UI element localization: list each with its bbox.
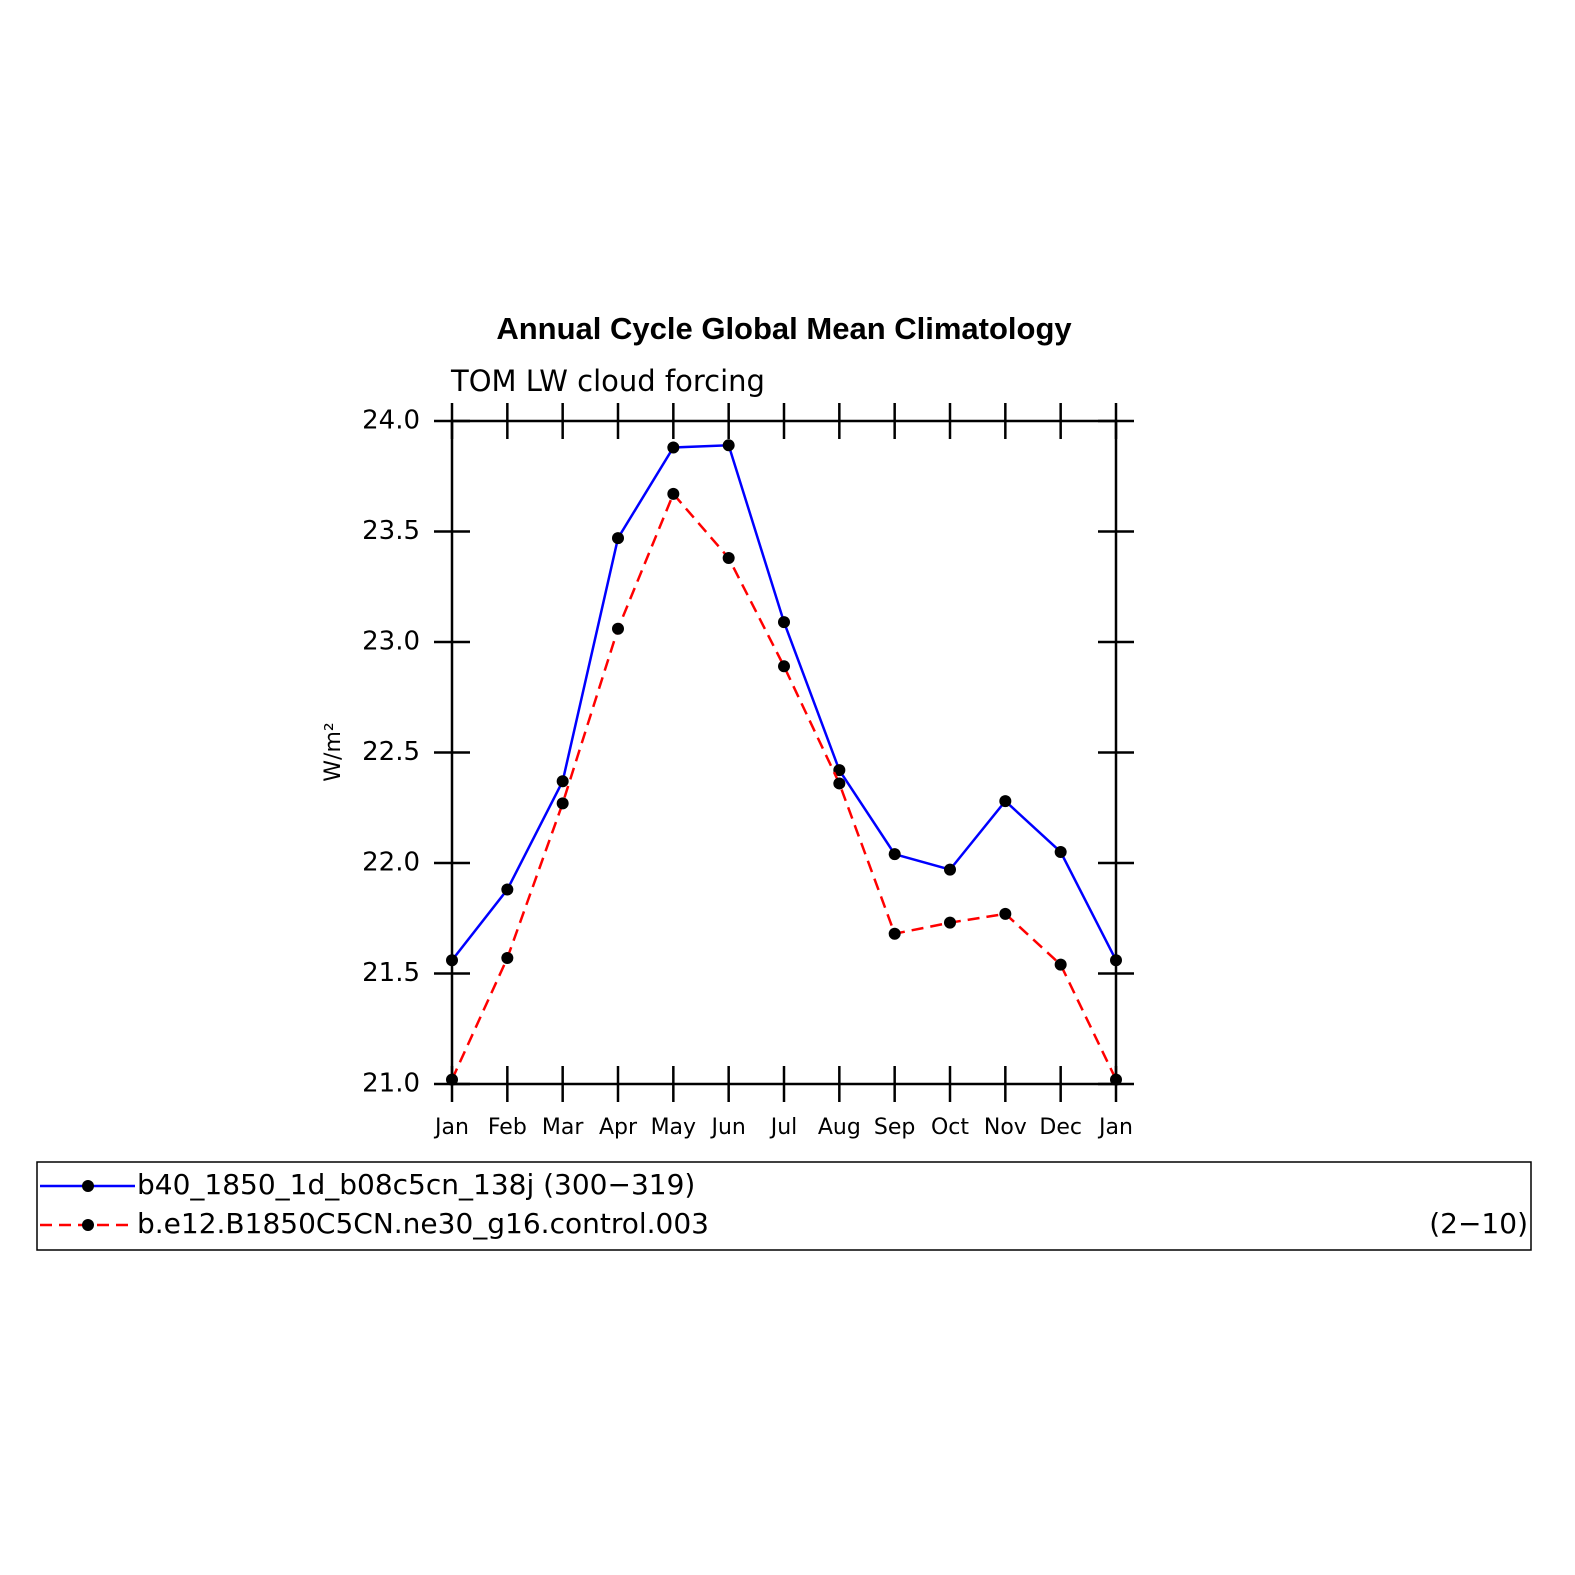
legend-label: b.e12.B1850C5CN.ne30_g16.control.003 xyxy=(137,1207,709,1240)
x-tick-label: Jun xyxy=(709,1115,745,1140)
data-point xyxy=(944,863,956,876)
data-point xyxy=(944,916,956,929)
data-point xyxy=(446,1073,458,1086)
x-tick-label: Jul xyxy=(769,1115,798,1140)
x-tick-label: Dec xyxy=(1039,1115,1082,1140)
data-point xyxy=(1110,1073,1122,1086)
legend-box xyxy=(36,1161,1532,1251)
data-point xyxy=(722,439,735,452)
chart-subtitle: TOM LW cloud forcing xyxy=(450,364,765,398)
data-point xyxy=(888,927,901,940)
x-tick-label: Aug xyxy=(818,1115,861,1140)
data-point xyxy=(888,848,901,861)
data-point xyxy=(778,616,790,629)
y-axis-label: W/m² xyxy=(321,722,346,781)
chart-title: Annual Cycle Global Mean Climatology xyxy=(496,311,1072,346)
y-tick-label: 24.0 xyxy=(362,406,420,436)
x-tick-label: Nov xyxy=(984,1115,1027,1140)
x-tick-label: Mar xyxy=(542,1115,584,1140)
data-point xyxy=(667,487,680,500)
y-tick-label: 22.5 xyxy=(362,737,420,767)
y-tick-label: 21.0 xyxy=(362,1069,420,1099)
y-tick-label: 23.5 xyxy=(362,516,420,546)
data-point xyxy=(1054,845,1067,858)
y-tick-label: 23.0 xyxy=(362,627,420,657)
data-point xyxy=(833,764,846,777)
data-point xyxy=(556,797,569,810)
data-point xyxy=(778,660,790,673)
y-tick-label: 22.0 xyxy=(362,848,420,878)
data-point xyxy=(612,532,624,545)
data-point xyxy=(1110,954,1122,967)
x-tick-label: Sep xyxy=(874,1115,915,1140)
data-point xyxy=(446,954,458,967)
x-tick-label: Apr xyxy=(599,1115,638,1140)
x-tick-label: Jan xyxy=(1097,1115,1133,1140)
x-tick-label: Jan xyxy=(433,1115,469,1140)
legend-marker xyxy=(82,1180,94,1192)
legend-label: b40_1850_1d_b08c5cn_138j (300−319) xyxy=(137,1168,695,1201)
legend-marker xyxy=(82,1219,94,1231)
data-point xyxy=(999,795,1012,808)
data-point xyxy=(556,775,569,788)
data-point xyxy=(722,552,735,565)
x-tick-label: Oct xyxy=(931,1115,969,1140)
data-point xyxy=(667,441,680,454)
data-point xyxy=(1054,958,1067,971)
data-point xyxy=(501,883,514,896)
x-tick-label: May xyxy=(651,1115,696,1140)
y-tick-label: 21.5 xyxy=(362,958,420,988)
legend-years: (2−10) xyxy=(1429,1207,1528,1240)
data-point xyxy=(612,622,624,635)
data-point xyxy=(999,907,1012,920)
x-tick-label: Feb xyxy=(488,1115,527,1140)
data-point xyxy=(501,952,514,965)
data-point xyxy=(833,777,846,790)
